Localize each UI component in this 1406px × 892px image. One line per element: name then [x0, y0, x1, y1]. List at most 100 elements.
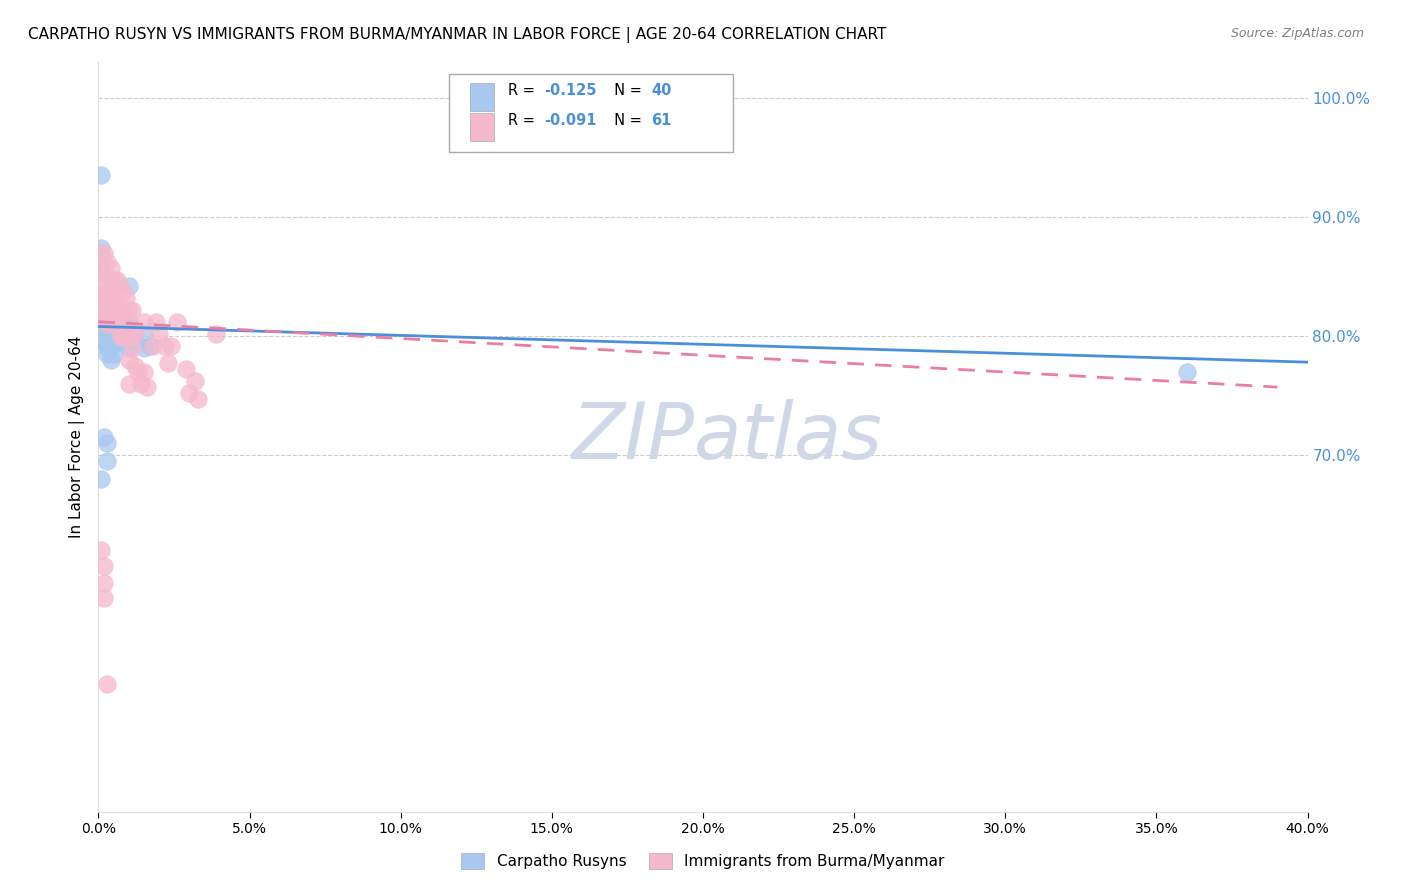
Text: N =: N =	[605, 112, 647, 128]
Text: -0.091: -0.091	[544, 112, 598, 128]
Point	[184, 374, 207, 388]
Point	[90, 305, 112, 319]
Point	[124, 359, 146, 373]
Point	[90, 245, 112, 260]
Point	[90, 472, 112, 486]
Point	[100, 352, 122, 367]
Point	[90, 261, 112, 276]
Point	[93, 591, 115, 605]
Text: -0.125: -0.125	[544, 83, 598, 97]
Point	[96, 347, 118, 361]
Point	[93, 576, 115, 591]
Text: N =: N =	[605, 83, 647, 97]
Text: R =: R =	[509, 112, 540, 128]
Point	[142, 338, 165, 352]
Point	[160, 338, 183, 352]
Point	[93, 287, 115, 301]
Point	[93, 269, 115, 284]
Point	[108, 329, 131, 343]
Y-axis label: In Labor Force | Age 20-64: In Labor Force | Age 20-64	[69, 336, 84, 538]
Point	[121, 341, 143, 355]
Point	[1175, 365, 1198, 379]
Point	[132, 365, 155, 379]
Point	[96, 341, 118, 355]
Point	[105, 315, 128, 329]
Point	[93, 430, 115, 444]
Point	[93, 322, 115, 336]
Point	[111, 329, 134, 343]
Point	[153, 338, 176, 352]
Point	[96, 293, 118, 308]
Point	[118, 376, 141, 391]
Point	[93, 245, 115, 260]
Point	[124, 334, 146, 349]
Point	[90, 263, 112, 277]
Point	[90, 169, 112, 183]
Point	[90, 263, 112, 277]
Point	[103, 329, 125, 343]
Point	[93, 311, 115, 326]
Point	[135, 380, 157, 394]
Text: R =: R =	[509, 83, 540, 97]
Point	[118, 341, 141, 355]
Point	[100, 281, 122, 295]
Point	[105, 299, 128, 313]
Point	[103, 273, 125, 287]
FancyBboxPatch shape	[470, 83, 494, 112]
Point	[108, 329, 131, 343]
Point	[111, 285, 134, 299]
Point	[93, 558, 115, 573]
Text: Source: ZipAtlas.com: Source: ZipAtlas.com	[1230, 27, 1364, 40]
Point	[108, 302, 131, 317]
Point	[124, 326, 146, 341]
Point	[96, 269, 118, 284]
Point	[90, 241, 112, 255]
Point	[93, 305, 115, 319]
Text: 61: 61	[651, 112, 672, 128]
Point	[118, 329, 141, 343]
Point	[166, 315, 188, 329]
Text: ZIPatlas: ZIPatlas	[572, 399, 883, 475]
Point	[96, 454, 118, 468]
Text: 40: 40	[651, 83, 672, 97]
Point	[103, 302, 125, 317]
Point	[100, 329, 122, 343]
FancyBboxPatch shape	[449, 74, 734, 153]
Point	[145, 315, 167, 329]
Point	[105, 273, 128, 287]
Point	[111, 334, 134, 349]
Point	[118, 315, 141, 329]
Point	[96, 281, 118, 295]
Point	[111, 305, 134, 319]
Point	[118, 352, 141, 367]
Point	[90, 543, 112, 558]
Point	[100, 315, 122, 329]
Point	[100, 299, 122, 313]
Point	[96, 677, 118, 691]
Point	[114, 317, 136, 331]
Point	[103, 347, 125, 361]
Point	[156, 356, 179, 370]
Point	[132, 341, 155, 355]
Point	[205, 326, 228, 341]
Point	[96, 319, 118, 334]
Point	[96, 317, 118, 331]
Point	[103, 305, 125, 319]
Point	[90, 287, 112, 301]
Point	[100, 341, 122, 355]
Point	[118, 279, 141, 293]
Point	[96, 436, 118, 450]
Point	[111, 315, 134, 329]
Point	[114, 291, 136, 305]
Point	[100, 261, 122, 276]
Point	[93, 308, 115, 322]
Point	[96, 255, 118, 269]
Point	[103, 317, 125, 331]
Point	[96, 329, 118, 343]
Point	[139, 338, 162, 352]
Point	[127, 365, 149, 379]
Point	[108, 305, 131, 319]
Point	[129, 376, 152, 391]
FancyBboxPatch shape	[470, 112, 494, 141]
Point	[187, 392, 209, 406]
